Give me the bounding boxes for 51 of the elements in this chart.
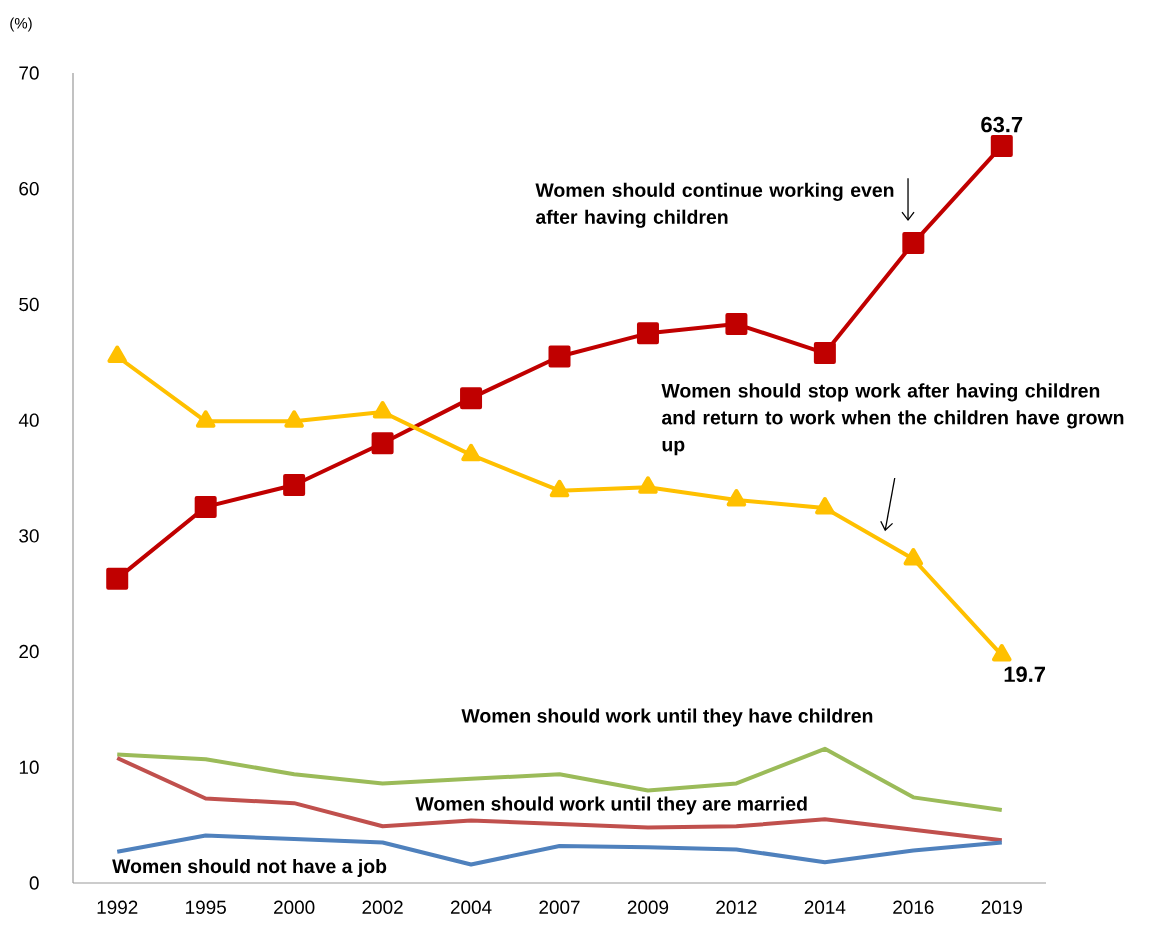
data-label: 63.7 bbox=[981, 116, 1023, 133]
data-label: 19.7 bbox=[1004, 666, 1045, 683]
y-tick-label: 0 bbox=[29, 876, 39, 890]
y-tick-label: 70 bbox=[19, 66, 39, 80]
x-tick-label: 2000 bbox=[274, 900, 315, 914]
point bbox=[813, 342, 836, 365]
point bbox=[461, 443, 481, 462]
y-tick-label: 20 bbox=[19, 644, 39, 659]
x-tick-label: 2004 bbox=[450, 900, 492, 914]
y-tick-label: 50 bbox=[19, 297, 39, 312]
point bbox=[991, 644, 1012, 662]
point bbox=[549, 479, 570, 498]
point bbox=[283, 473, 306, 496]
point bbox=[107, 345, 128, 363]
y-tick-label: 40 bbox=[18, 413, 39, 427]
y-axis-title: (%) bbox=[10, 17, 32, 32]
point bbox=[195, 410, 216, 428]
point bbox=[903, 548, 924, 566]
line-series bbox=[115, 746, 1004, 813]
point bbox=[372, 401, 393, 419]
x-tick-label: 2019 bbox=[981, 900, 1022, 914]
point bbox=[636, 322, 659, 345]
y-tick-label: 10 bbox=[19, 760, 39, 774]
point bbox=[194, 495, 217, 518]
point bbox=[726, 488, 747, 507]
series-label: Women should not have a job bbox=[112, 858, 387, 878]
x-tick-label: 2009 bbox=[627, 900, 669, 914]
line-series bbox=[115, 756, 1004, 843]
series-label: Women should work until they are married bbox=[415, 796, 807, 815]
x-tick-label: 2016 bbox=[893, 900, 934, 914]
y-tick-label: 60 bbox=[19, 182, 39, 196]
y-tick-label: 30 bbox=[19, 529, 39, 543]
point bbox=[548, 345, 571, 368]
series-label: Women should continue working even after having children bbox=[535, 182, 894, 228]
point bbox=[106, 567, 129, 590]
point bbox=[815, 497, 835, 515]
point bbox=[371, 432, 394, 455]
point bbox=[460, 387, 483, 410]
point bbox=[638, 476, 658, 494]
point bbox=[990, 134, 1013, 157]
series-label: Women should stop work after having children and return to work when the children have grown up bbox=[661, 383, 1124, 456]
point bbox=[725, 313, 748, 336]
point bbox=[902, 232, 925, 255]
point bbox=[284, 410, 304, 428]
x-tick-label: 1992 bbox=[97, 900, 138, 914]
text: Women should work until they have children bbox=[461, 708, 873, 727]
x-tick-label: 2007 bbox=[539, 900, 580, 914]
x-tick-label: 2002 bbox=[362, 900, 403, 914]
x-tick-label: 2012 bbox=[716, 900, 757, 914]
x-tick-label: 1995 bbox=[186, 900, 226, 914]
x-tick-label: 2014 bbox=[804, 900, 846, 914]
